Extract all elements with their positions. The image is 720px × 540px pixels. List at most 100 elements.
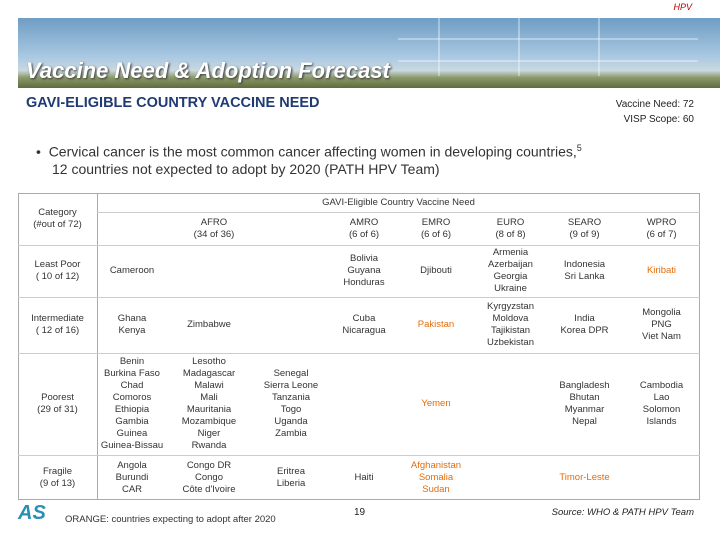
country: Mongolia <box>642 307 681 318</box>
divider <box>18 245 700 246</box>
country: CAR <box>121 483 143 495</box>
table-cell: Yemen <box>397 353 475 455</box>
divider <box>18 297 700 298</box>
table-cell: Angola Burundi CAR <box>97 455 167 500</box>
country: Guinea-Bissau <box>100 440 164 451</box>
country: Korea DPR <box>560 325 609 336</box>
table-cell: Cambodia Lao Solomon Islands <box>623 353 700 455</box>
country: Mali <box>200 392 218 403</box>
country: Mauritania <box>186 404 232 415</box>
country: Afghanistan <box>410 459 462 471</box>
country: Cameroon <box>109 265 155 276</box>
stat: Vaccine Need: 72 <box>615 99 694 110</box>
country: Senegal <box>273 368 309 379</box>
country: Chad <box>120 380 144 391</box>
country: Congo <box>195 471 223 483</box>
column-count: (6 of 6) <box>348 228 380 240</box>
country: Sri Lanka <box>564 271 605 282</box>
country: Ethiopia <box>114 404 150 415</box>
row-label-text: (9 of 13) <box>39 477 76 489</box>
row-label-text: ( 10 of 12) <box>35 271 80 282</box>
stat: VISP Scope: 60 <box>623 114 694 125</box>
table-cell: Eritrea Liberia <box>251 455 331 500</box>
country: Comoros <box>112 392 152 403</box>
column-header: AMRO (6 of 6) <box>331 212 397 245</box>
column-name: WPRO <box>646 216 677 228</box>
country: Gambia <box>115 416 149 427</box>
table-cell: Mongolia PNG Viet Nam <box>623 297 700 353</box>
country: Bhutan <box>569 392 600 403</box>
country: Nepal <box>572 416 597 427</box>
table-cell: Haiti <box>331 455 397 500</box>
country: Somalia <box>418 471 454 483</box>
column-header: EURO (8 of 8) <box>475 212 546 245</box>
country: Viet Nam <box>642 331 681 342</box>
bullet-text: Cervical cancer is the most common cance… <box>48 143 577 160</box>
column-name: AFRO <box>200 216 228 228</box>
table-cell: Benin Burkina Faso Chad Comoros Ethiopia Gamb… <box>97 353 167 455</box>
country: Bolivia <box>350 253 378 264</box>
country: Kenya <box>118 325 146 336</box>
row-label: Poorest (29 of 31) <box>18 353 97 455</box>
table-cell <box>331 353 397 455</box>
table-cell: Armenia Azerbaijan Georgia Ukraine <box>475 245 546 297</box>
country: Madagascar <box>182 368 236 379</box>
table-border <box>18 193 700 500</box>
table-cell: Afghanistan Somalia Sudan <box>397 455 475 500</box>
table-cell: Congo DR Congo Côte d'Ivoire <box>167 455 251 500</box>
page-number: 19 <box>354 507 366 518</box>
column-count: (6 of 6) <box>420 228 452 240</box>
bullet: • Cervical cancer is the most common can… <box>36 143 582 177</box>
country: Mozambique <box>181 416 237 427</box>
table-cell <box>623 455 700 500</box>
column-name: AMRO <box>349 216 379 228</box>
table-cell: Pakistan <box>397 297 475 353</box>
country: Lesotho <box>192 356 226 367</box>
table-cell: Bangladesh Bhutan Myanmar Nepal <box>546 353 623 455</box>
table-cell: Bolivia Guyana Honduras <box>331 245 397 297</box>
column-header: AFRO (34 of 36) <box>97 212 331 245</box>
row-label-text: Intermediate <box>31 313 84 324</box>
country: Cambodia <box>639 380 684 391</box>
country: Azerbaijan <box>488 259 533 270</box>
country: Honduras <box>343 277 385 288</box>
super-header: GAVI-Eligible Country Vaccine Need <box>97 193 700 212</box>
country: Benin <box>119 356 145 367</box>
country: India <box>574 313 595 324</box>
table-cell: Indonesia Sri Lanka <box>546 245 623 297</box>
table-cell: Kiribati <box>623 245 700 297</box>
row-label-text: Poorest <box>41 392 74 403</box>
category-header: Category (#out of 72) <box>18 193 97 245</box>
country: Haiti <box>354 471 374 483</box>
country: Armenia <box>492 247 529 258</box>
divider <box>18 353 700 354</box>
country: Lao <box>653 392 670 403</box>
country: Solomon <box>642 404 681 415</box>
country: Georgia <box>493 271 528 282</box>
row-label: Intermediate( 12 of 16) <box>18 297 97 353</box>
country: Niger <box>197 428 221 439</box>
row-label: Fragile (9 of 13) <box>18 455 97 500</box>
country: Liberia <box>276 477 306 489</box>
country: Tanzania <box>271 392 311 403</box>
table-cell: Ghana Kenya <box>97 297 167 353</box>
table-cell: Senegal Sierra Leone Tanzania Togo Uganda Zam… <box>251 353 331 455</box>
divider <box>97 193 98 500</box>
country: Rwanda <box>191 440 227 451</box>
row-label-text: Fragile <box>42 465 73 477</box>
row-label: Least Poor( 10 of 12) <box>18 245 97 297</box>
country: Angola <box>117 459 147 471</box>
stats: Vaccine Need: 72 VISP Scope: 60 <box>616 97 694 127</box>
country: Sudan <box>422 483 450 495</box>
country: Togo <box>280 404 302 415</box>
corner-label: HPV <box>673 2 692 12</box>
country: Moldova <box>492 313 529 324</box>
country: Kiribati <box>646 265 677 276</box>
country: Burkina Faso <box>104 368 160 379</box>
country: Yemen <box>421 398 451 409</box>
table-cell <box>251 297 331 353</box>
country: PNG <box>651 319 672 330</box>
country: Zambia <box>275 428 307 439</box>
country: Timor-Leste <box>559 471 610 483</box>
